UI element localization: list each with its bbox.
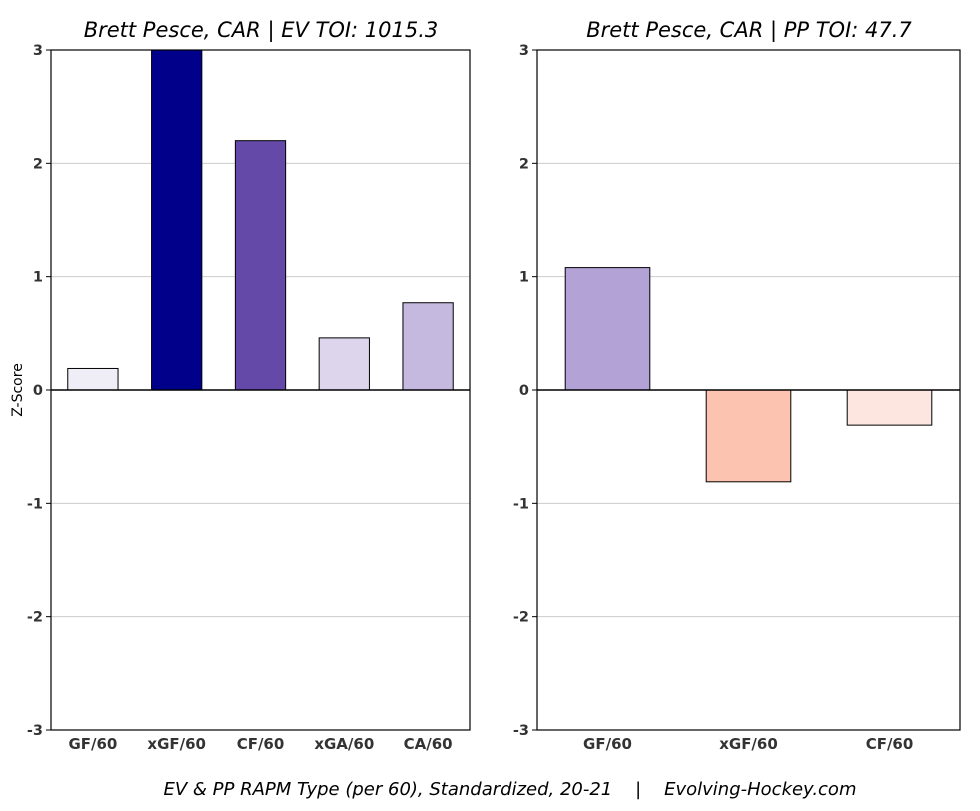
pp-bar-cf-60: [846, 389, 933, 426]
pp-ytick-label: -3: [513, 723, 529, 739]
pp-ytick-label: 0: [519, 383, 529, 399]
pp-chart-title: Brett Pesce, CAR | PP TOI: 47.7: [586, 18, 912, 43]
ev-category-label: GF/60: [68, 735, 117, 753]
ev-bar-xga-60: [318, 337, 370, 391]
ev-category-label: CA/60: [404, 735, 453, 753]
pp-category-label: CF/60: [866, 735, 914, 753]
pp-ytick-label: -2: [513, 610, 529, 626]
y-axis-label: Z-Score: [10, 363, 26, 417]
ev-category-label: xGF/60: [147, 735, 206, 753]
ev-ytick-label: -3: [27, 723, 43, 739]
ev-bar-xgf-60: [151, 49, 203, 391]
ev-ytick-label: -2: [27, 610, 43, 626]
ev-panel: Brett Pesce, CAR | EV TOI: 1015.3 Z-Scor…: [10, 18, 471, 753]
ev-ytick-label: 2: [33, 156, 43, 172]
pp-panel: Brett Pesce, CAR | PP TOI: 47.7 GF/60 xGF…: [513, 18, 961, 753]
ev-ytick-label: 1: [33, 270, 43, 286]
pp-bar-xgf-60: [705, 389, 792, 483]
pp-category-label: GF/60: [583, 735, 632, 753]
pp-bar-gf-60: [564, 267, 651, 391]
ev-bar-ca-60: [402, 302, 454, 391]
pp-ytick-label: 3: [519, 43, 529, 59]
ev-category-label: CF/60: [237, 735, 285, 753]
ev-bar-cf-60: [234, 140, 287, 391]
ev-chart-title: Brett Pesce, CAR | EV TOI: 1015.3: [84, 18, 439, 43]
ev-bar-gf-60: [67, 367, 119, 391]
ev-category-label: xGA/60: [314, 735, 374, 753]
pp-category-label: xGF/60: [719, 735, 778, 753]
ev-ytick-label: -1: [27, 496, 43, 512]
ev-ytick-label: 0: [33, 383, 43, 399]
pp-ytick-label: 2: [519, 156, 529, 172]
figure-caption: EV & PP RAPM Type (per 60), Standardized…: [164, 779, 857, 800]
pp-ytick-label: -1: [513, 496, 529, 512]
pp-ytick-label: 1: [519, 270, 529, 286]
ev-ytick-label: 3: [33, 43, 43, 59]
